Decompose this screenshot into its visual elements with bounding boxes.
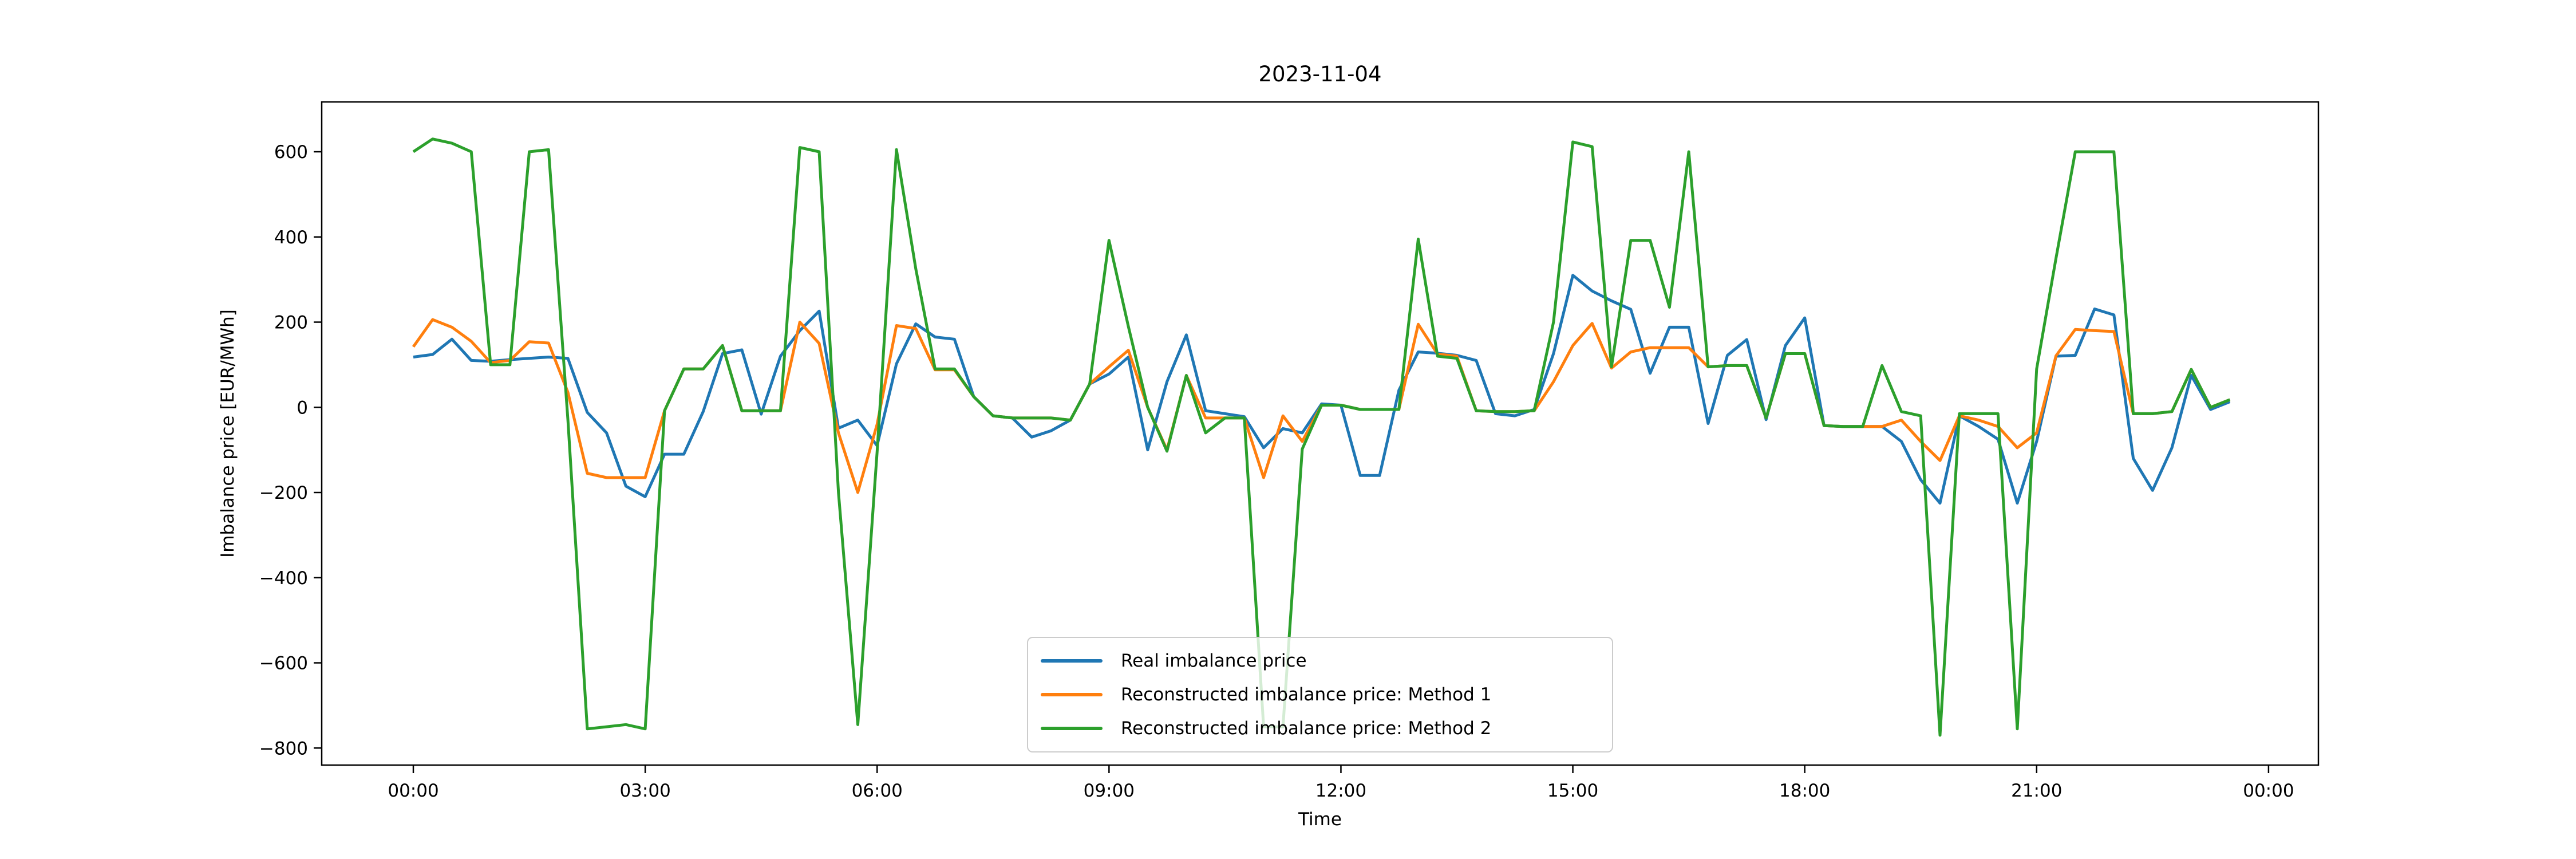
- legend-row-method1: Reconstructed imbalance price: Method 1: [1041, 679, 1599, 711]
- y-tick-label: −200: [259, 483, 308, 503]
- chart-title: 2023-11-04: [1258, 62, 1382, 86]
- legend-row-method2: Reconstructed imbalance price: Method 2: [1041, 712, 1599, 744]
- legend-line-sample-method1: [1041, 692, 1103, 696]
- y-tick-label: −400: [259, 568, 308, 589]
- legend-line-sample-method2: [1041, 727, 1103, 731]
- x-tick-label: 15:00: [1547, 781, 1598, 801]
- x-tick-label: 06:00: [852, 781, 903, 801]
- plot-border: [321, 101, 2320, 766]
- x-tick-label: 18:00: [1779, 781, 1830, 801]
- legend-row-real: Real imbalance price: [1041, 645, 1599, 677]
- x-tick-label: 00:00: [388, 781, 438, 801]
- x-tick-label: 03:00: [619, 781, 670, 801]
- x-tick-label: 00:00: [2243, 781, 2294, 801]
- legend-label-method2: Reconstructed imbalance price: Method 2: [1121, 718, 1492, 739]
- y-tick-label: −800: [259, 738, 308, 759]
- series-line-method2: [412, 137, 2231, 737]
- x-tick-label: 09:00: [1084, 781, 1135, 801]
- y-tick-label: 400: [274, 227, 308, 248]
- legend-box: Real imbalance price Reconstructed imbal…: [1027, 637, 1613, 752]
- x-tick-label: 12:00: [1315, 781, 1366, 801]
- y-tick-label: −600: [259, 653, 308, 674]
- legend-line-sample-real: [1041, 659, 1103, 663]
- legend-label-method1: Reconstructed imbalance price: Method 1: [1121, 684, 1492, 705]
- y-tick-label: 600: [274, 142, 308, 163]
- x-axis-label: Time: [1298, 809, 1342, 830]
- legend-label-real: Real imbalance price: [1121, 650, 1307, 671]
- y-tick-label: 0: [297, 397, 308, 418]
- x-tick-label: 21:00: [2011, 781, 2062, 801]
- y-tick-label: 200: [274, 313, 308, 333]
